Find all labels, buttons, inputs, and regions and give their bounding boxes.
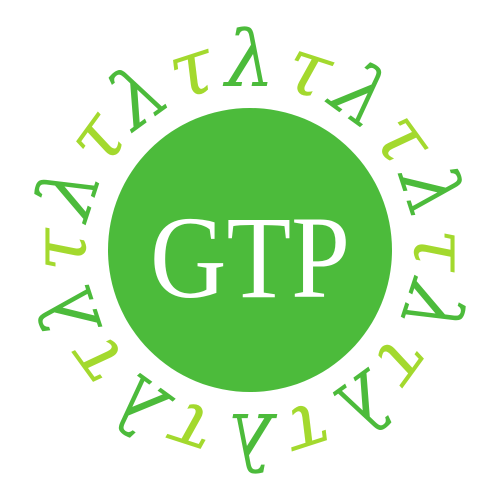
tau-glyph: τ [15,227,105,272]
lambda-glyph: λ [222,15,274,105]
logo-monogram: GTP [150,192,350,323]
lambda-glyph: λ [225,395,277,485]
logo-disc [108,108,392,392]
tau-glyph: τ [395,228,485,273]
